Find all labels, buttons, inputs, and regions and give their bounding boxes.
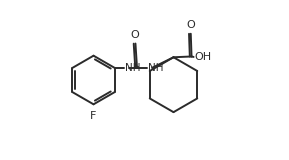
Text: O: O <box>131 30 140 40</box>
Text: NH: NH <box>148 63 163 73</box>
Text: O: O <box>186 20 195 30</box>
Text: F: F <box>90 111 97 121</box>
Text: NH: NH <box>125 63 140 73</box>
Text: OH: OH <box>194 52 211 62</box>
